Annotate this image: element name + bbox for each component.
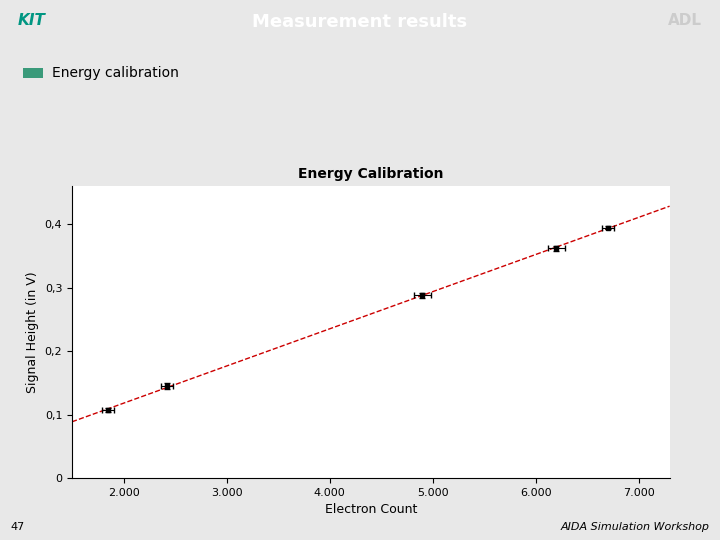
Title: Energy Calibration: Energy Calibration (298, 167, 444, 181)
Bar (23, 68, 43, 78)
Text: ADL: ADL (668, 13, 702, 28)
X-axis label: Electron Count: Electron Count (325, 503, 417, 516)
Y-axis label: Signal Height (in V): Signal Height (in V) (26, 271, 39, 393)
Text: AIDA Simulation Workshop: AIDA Simulation Workshop (560, 522, 709, 531)
Text: KIT: KIT (18, 13, 46, 28)
Text: Measurement results: Measurement results (253, 13, 467, 31)
Text: Energy calibration: Energy calibration (53, 66, 179, 80)
Text: 47: 47 (11, 522, 25, 531)
